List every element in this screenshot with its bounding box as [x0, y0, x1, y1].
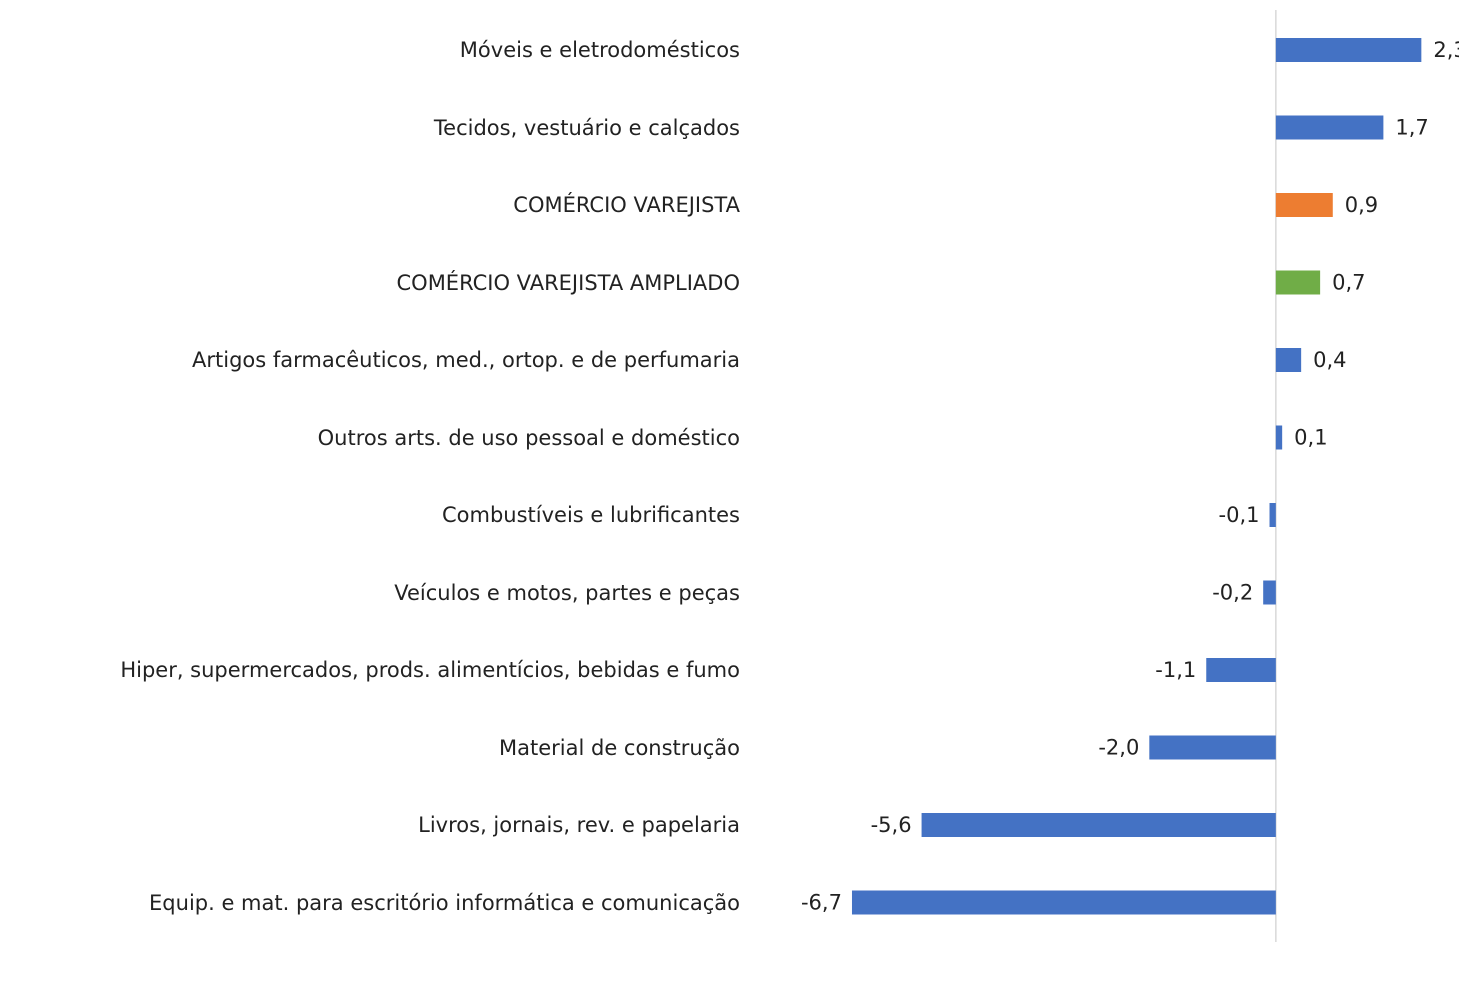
category-label-box: Material de construção	[10, 713, 740, 783]
bar	[851, 890, 1276, 915]
bar	[1269, 503, 1276, 527]
bar	[1275, 270, 1321, 295]
category-label: Veículos e motos, partes e peças	[394, 580, 740, 605]
category-label: Combustíveis e lubrificantes	[442, 503, 740, 527]
category-label-box: Outros arts. de uso pessoal e doméstico	[10, 403, 740, 473]
category-label: Tecidos, vestuário e calçados	[433, 115, 740, 140]
bar	[1275, 348, 1302, 372]
category-label-box: Combustíveis e lubrificantes	[10, 480, 740, 550]
bar	[1263, 580, 1276, 605]
category-label: COMÉRCIO VAREJISTA AMPLIADO	[396, 270, 741, 295]
category-label-box: Veículos e motos, partes e peças	[10, 558, 740, 628]
category-label-box: Equip. e mat. para escritório informátic…	[10, 868, 740, 938]
value-label: -1,1	[1155, 658, 1196, 682]
bar	[1206, 658, 1276, 682]
bar	[1275, 193, 1333, 217]
value-label: 0,9	[1345, 193, 1378, 217]
value-label: 2,3	[1433, 38, 1459, 62]
bar	[1275, 38, 1422, 62]
category-label: Hiper, supermercados, prods. alimentício…	[120, 658, 740, 682]
category-label-box: Móveis e eletrodomésticos	[10, 15, 740, 85]
bar	[1275, 115, 1384, 140]
category-label: COMÉRCIO VAREJISTA	[513, 193, 740, 217]
category-label-box: COMÉRCIO VAREJISTA	[10, 170, 740, 240]
value-label: 0,7	[1332, 271, 1365, 295]
bar	[921, 813, 1276, 837]
value-label: -6,7	[801, 891, 842, 915]
bar	[1275, 425, 1283, 450]
category-label: Livros, jornais, rev. e papelaria	[418, 813, 740, 837]
value-label: 1,7	[1395, 116, 1428, 140]
bar	[1149, 735, 1276, 760]
value-label: -5,6	[871, 813, 912, 837]
category-label-box: Tecidos, vestuário e calçados	[10, 93, 740, 163]
value-label: -0,2	[1212, 581, 1253, 605]
category-label-box: Livros, jornais, rev. e papelaria	[10, 790, 740, 860]
value-label: 0,1	[1294, 426, 1327, 450]
category-label-box: COMÉRCIO VAREJISTA AMPLIADO	[10, 248, 741, 318]
value-label: 0,4	[1313, 348, 1346, 372]
category-label: Material de construção	[499, 735, 740, 760]
category-label: Equip. e mat. para escritório informátic…	[149, 890, 740, 915]
category-label: Móveis e eletrodomésticos	[459, 38, 740, 62]
category-label-box: Artigos farmacêuticos, med., ortop. e de…	[10, 325, 740, 395]
value-label: -0,1	[1219, 503, 1260, 527]
category-label: Artigos farmacêuticos, med., ortop. e de…	[192, 348, 740, 372]
category-label: Outros arts. de uso pessoal e doméstico	[317, 425, 740, 450]
category-label-box: Hiper, supermercados, prods. alimentício…	[10, 635, 740, 705]
value-label: -2,0	[1098, 736, 1139, 760]
